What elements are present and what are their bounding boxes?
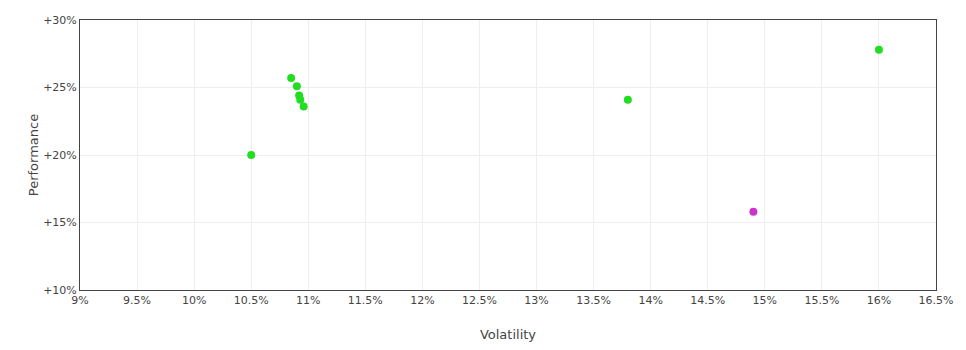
svg-text:11.5%: 11.5% — [348, 294, 383, 307]
svg-text:Volatility: Volatility — [480, 327, 536, 342]
svg-text:+15%: +15% — [43, 216, 77, 229]
svg-text:9%: 9% — [71, 294, 88, 307]
svg-text:10%: 10% — [182, 294, 206, 307]
svg-text:11%: 11% — [296, 294, 320, 307]
svg-text:12.5%: 12.5% — [462, 294, 497, 307]
svg-text:9.5%: 9.5% — [123, 294, 151, 307]
svg-text:14%: 14% — [638, 294, 662, 307]
svg-text:13.5%: 13.5% — [576, 294, 611, 307]
svg-text:+20%: +20% — [43, 149, 77, 162]
svg-text:15%: 15% — [753, 294, 777, 307]
svg-text:10.5%: 10.5% — [234, 294, 269, 307]
svg-text:16.5%: 16.5% — [919, 294, 954, 307]
svg-text:13%: 13% — [524, 294, 548, 307]
svg-text:15.5%: 15.5% — [804, 294, 839, 307]
svg-text:+25%: +25% — [43, 81, 77, 94]
svg-text:+10%: +10% — [43, 284, 77, 297]
svg-text:Performance: Performance — [26, 114, 41, 196]
svg-text:12%: 12% — [410, 294, 434, 307]
svg-text:14.5%: 14.5% — [690, 294, 725, 307]
svg-text:+30%: +30% — [43, 14, 77, 27]
svg-text:16%: 16% — [867, 294, 891, 307]
